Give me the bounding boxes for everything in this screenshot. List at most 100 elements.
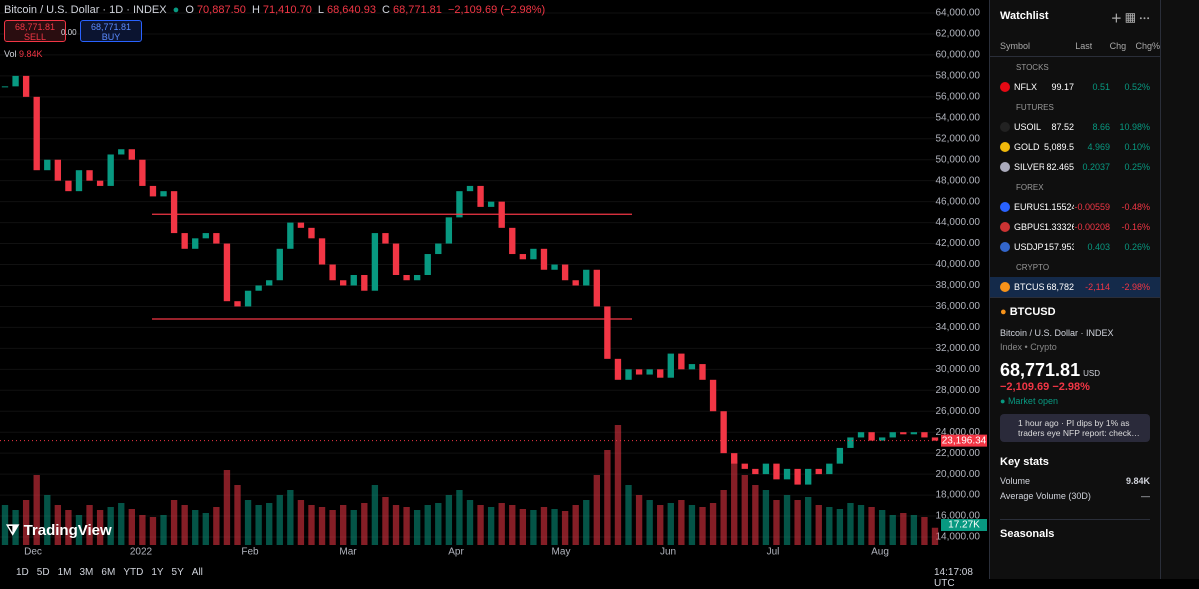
volume-bar [836, 509, 844, 545]
watchlist-row[interactable]: SILVER 82.465 0.2037 0.25% [990, 157, 1160, 177]
sell-price: 68,771.81 [14, 22, 56, 32]
news-item[interactable]: 1 hour ago · PI dips by 1% as traders ey… [1000, 414, 1150, 442]
symbol: SILVER [1014, 162, 1044, 172]
volume-bar [456, 490, 463, 545]
volume-bar [593, 475, 600, 545]
range-button[interactable]: 6M [101, 567, 116, 578]
candle [551, 264, 558, 270]
candle [509, 227, 516, 255]
icon-bar [1160, 0, 1199, 579]
buy-price: 68,771.81 [90, 22, 132, 32]
candle [583, 269, 590, 286]
watchlist-title[interactable]: Watchlist [1000, 10, 1049, 22]
volume-bar [424, 505, 431, 545]
last: 1.15524 [1044, 202, 1074, 212]
chg: 4.969 [1087, 142, 1110, 152]
candle [720, 411, 727, 454]
volume-bar [33, 475, 40, 545]
chg: 0.2037 [1082, 162, 1110, 172]
sell-button[interactable]: 68,771.81 SELL [4, 20, 66, 42]
x-tick-label: Apr [448, 547, 464, 558]
candle [688, 364, 696, 370]
watchlist-row[interactable]: USDJPY157.953 0.403 0.26% [990, 237, 1160, 257]
volume-bar [878, 510, 886, 545]
candle [910, 432, 918, 435]
watchlist-row[interactable]: USOIL 87.52 8.66 10.98% [990, 117, 1160, 137]
candle [857, 432, 865, 438]
y-tick-label: 28,000.00 [936, 385, 981, 396]
range-button[interactable]: 5Y [171, 567, 184, 578]
volume-bar [910, 515, 918, 545]
volume-bar [815, 505, 822, 545]
label: C [382, 4, 390, 16]
volume-bar [12, 510, 19, 545]
volume-bar [466, 500, 474, 545]
last: 5,089.59 [1044, 142, 1074, 152]
candle [847, 437, 854, 448]
symbol: EURUSD [1014, 202, 1044, 212]
range-button[interactable]: All [191, 567, 203, 578]
range-button[interactable]: 1D [16, 567, 29, 578]
volume-bar [297, 500, 305, 545]
y-tick-label: 38,000.00 [936, 280, 981, 291]
watchlist-row[interactable]: EURUSD1.15524-0.00559 -0.48% [990, 197, 1160, 217]
seasonals-title: Seasonals [1000, 519, 1150, 540]
candle [223, 243, 231, 302]
close: 68,771.81 [392, 4, 442, 16]
volume-bar [213, 507, 220, 545]
candle [456, 191, 463, 218]
candle [234, 301, 241, 307]
volume-bar [805, 497, 812, 545]
candle [65, 180, 72, 192]
section-title: CRYPTO [1016, 263, 1050, 272]
watchlist-row[interactable]: BTCUSD68,782 -2,114 -2.98% [990, 277, 1160, 297]
range-button[interactable]: YTD [123, 567, 144, 578]
watchlist-row[interactable]: NFLX 99.17 0.51 0.52% [990, 77, 1160, 97]
candle [445, 217, 453, 244]
volume-bar [614, 425, 622, 545]
candle [255, 285, 262, 291]
y-tick-label: 22,000.00 [936, 448, 981, 459]
y-tick-label: 44,000.00 [936, 217, 981, 228]
candle [118, 149, 125, 155]
candle [75, 170, 83, 192]
volume-bar [65, 510, 72, 545]
range-button[interactable]: 5D [36, 567, 50, 578]
open: 70,887.50 [196, 4, 246, 16]
symbol: BTCUSD [1014, 282, 1044, 292]
x-tick-label: Jun [660, 547, 676, 558]
buy-button[interactable]: 68,771.81 BUY [80, 20, 142, 42]
volume-bar [192, 510, 199, 545]
volume-bar [96, 510, 104, 545]
volume-bar [731, 460, 738, 545]
range-button[interactable]: 1M [57, 567, 72, 578]
candle [678, 353, 685, 370]
volume-bar [857, 505, 865, 545]
candle [604, 306, 611, 359]
x-tick-label: Dec [24, 547, 42, 558]
chg: 8.66 [1092, 122, 1110, 132]
watchlist-row[interactable]: GBPUSD1.33326-0.00208 -0.16% [990, 217, 1160, 237]
candle [44, 159, 51, 171]
candle [931, 437, 939, 441]
last-price-tag [941, 434, 987, 447]
candle [519, 254, 527, 260]
candle [308, 227, 315, 239]
candle [371, 233, 379, 291]
header: Bitcoin / U.S. Dollar · 1D · INDEX ● O 70… [4, 4, 546, 16]
range-button[interactable]: 1Y [151, 567, 164, 578]
volume-bar [75, 515, 83, 545]
y-tick-label: 36,000.00 [936, 301, 981, 312]
candle [836, 447, 844, 464]
volume-bar [392, 505, 400, 545]
label: O [185, 4, 194, 16]
y-tick-label: 14,000.00 [936, 532, 981, 543]
spread: 0.00 [61, 28, 77, 37]
x-tick-label: 2022 [130, 547, 153, 558]
watchlist-row[interactable]: GOLD 5,089.59 4.969 0.10% [990, 137, 1160, 157]
range-button[interactable]: 3M [79, 567, 94, 578]
y-tick-label: 32,000.00 [936, 343, 981, 354]
bottom-bar: 1D 5D 1M 3M 6M YTD 1Y 5Y All 14:17:08 UTC [0, 567, 988, 589]
volume-bar [139, 515, 146, 545]
